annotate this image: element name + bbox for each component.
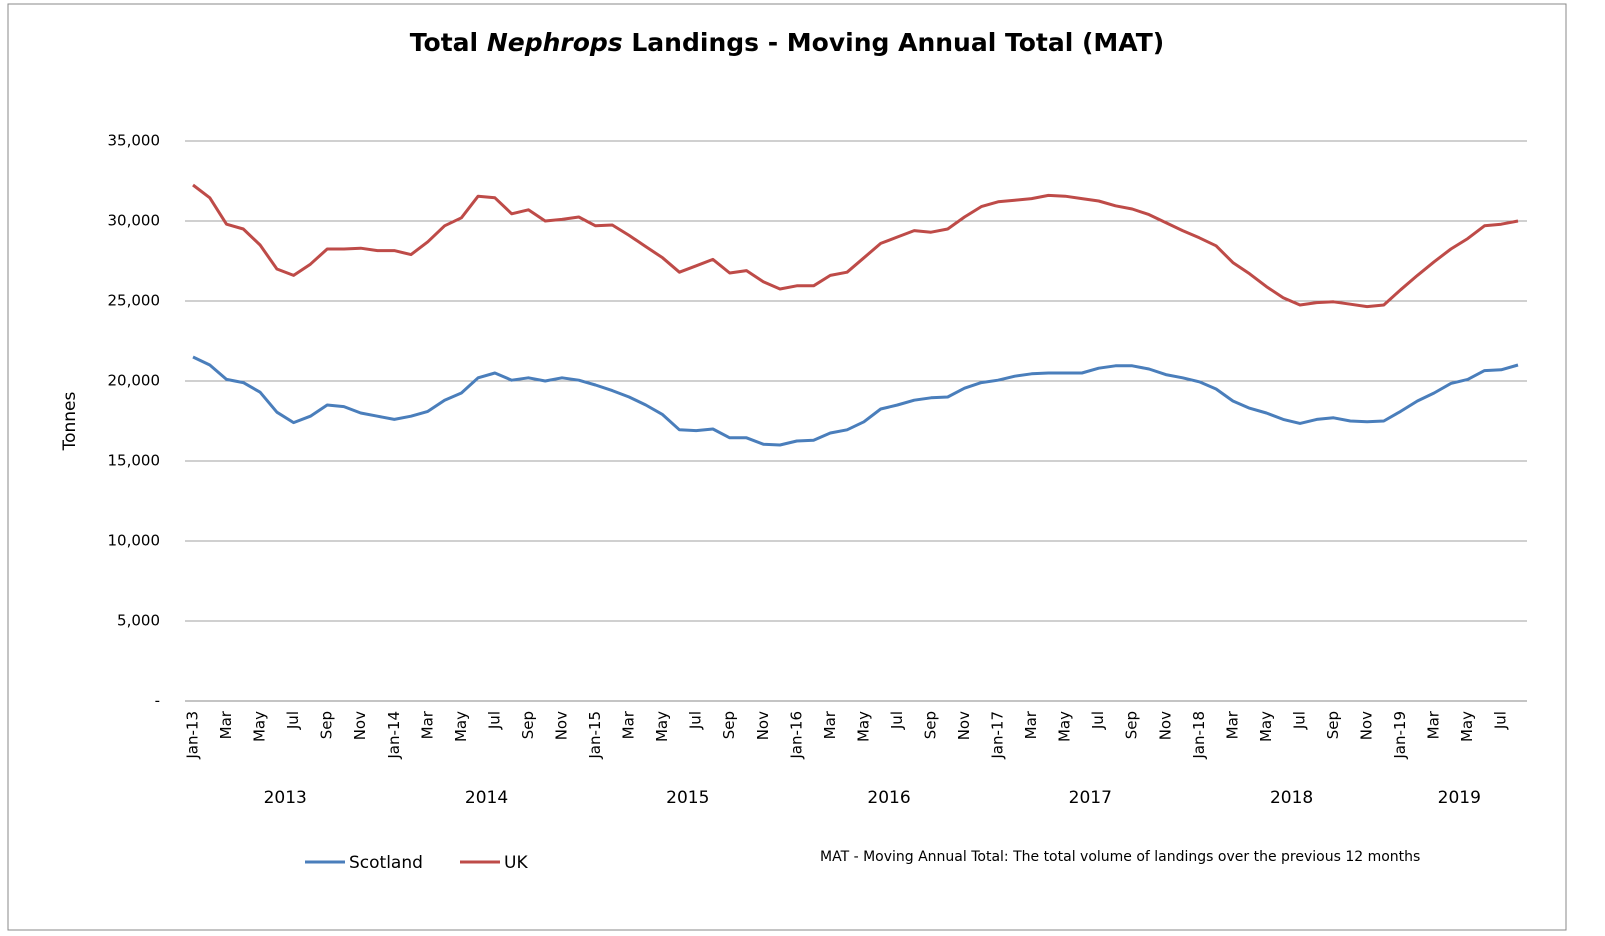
x-tick-label: Jan-19 [1391,711,1409,760]
x-tick-label: Sep [318,711,336,739]
year-label: 2016 [867,788,910,808]
year-label: 2015 [666,788,709,808]
x-tick-label: Sep [519,711,537,739]
x-tick-label: Mar [418,710,436,739]
x-tick-label: May [1257,711,1275,742]
x-tick-label: Sep [1123,711,1141,739]
x-tick-label: Mar [821,710,839,739]
x-tick-label: Sep [1324,711,1342,739]
x-tick-label: Mar [1223,710,1241,739]
x-tick-label: Jul [1290,711,1308,730]
x-tick-label: Jul [1089,711,1107,730]
x-tick-label: Jan-18 [1190,711,1208,760]
year-label: 2013 [264,788,307,808]
x-tick-label: May [1056,711,1074,742]
line [192,183,1519,309]
x-tick-label: Jul [888,711,906,730]
x-tick-label: May [452,711,470,742]
x-tick-label: Jan-16 [787,711,805,760]
x-tick-label: Mar [620,710,638,739]
year-label: 2019 [1438,788,1481,808]
x-tick-label: Sep [921,711,939,739]
x-tick-label: Jul [1492,711,1510,730]
title-part: Total [410,28,487,57]
x-tick-label: Nov [955,711,973,740]
x-tick-label: Jan-14 [385,711,403,760]
x-tick-label: Nov [351,711,369,740]
y-tick-label: 35,000 [108,132,161,150]
x-tick-label: Jul [284,711,302,730]
chart-title: Total Nephrops Landings - Moving Annual … [410,28,1164,57]
x-tick-label: Nov [552,711,570,740]
y-tick-label: 20,000 [108,372,161,390]
title-part: Nephrops [487,28,623,57]
year-label: 2018 [1270,788,1313,808]
y-tick-label: 5,000 [117,612,160,630]
legend-label: UK [504,853,528,873]
x-tick-label: Mar [1425,710,1443,739]
x-tick-label: May [854,711,872,742]
y-tick-label: 15,000 [108,452,161,470]
x-tick-label: Jan-17 [989,711,1007,760]
x-tick-label: May [653,711,671,742]
y-axis-label: Tonnes [60,391,80,451]
x-tick-label: Jul [485,711,503,730]
line [192,355,1519,447]
legend-label: Scotland [349,853,423,873]
x-tick-label: Nov [1156,711,1174,740]
y-tick-label: 30,000 [108,212,161,230]
year-label: 2014 [465,788,508,808]
x-tick-label: Sep [720,711,738,739]
x-tick-label: Jan-15 [586,711,604,760]
y-tick-label: 10,000 [108,532,161,550]
y-tick-label: 25,000 [108,292,161,310]
year-label: 2017 [1069,788,1112,808]
x-tick-label: May [251,711,269,742]
x-tick-label: Nov [754,711,772,740]
y-tick-label: - [155,692,160,710]
chart-frame [7,3,1567,931]
x-tick-label: Mar [1022,710,1040,739]
x-tick-label: Jan-13 [184,711,202,760]
note: MAT - Moving Annual Total: The total vol… [820,849,1420,865]
x-tick-label: Jul [687,711,705,730]
x-tick-label: Mar [217,710,235,739]
x-tick-label: May [1458,711,1476,742]
x-tick-label: Nov [1358,711,1376,740]
title-part: Landings - Moving Annual Total (MAT) [623,28,1165,57]
